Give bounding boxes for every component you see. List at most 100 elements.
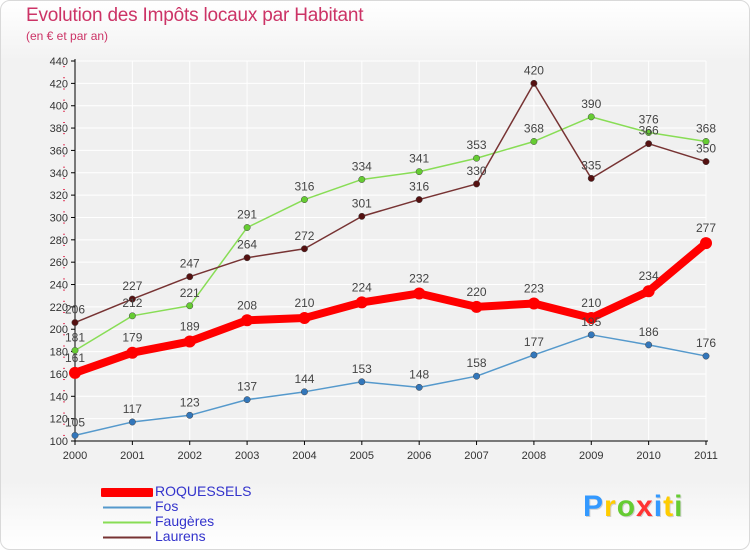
data-point-laurens[interactable] bbox=[128, 295, 136, 303]
data-label-roquessels: 220 bbox=[467, 285, 487, 299]
data-label-fos: 117 bbox=[123, 402, 142, 416]
data-point-roquessels[interactable] bbox=[700, 237, 712, 250]
data-label-laurens: 335 bbox=[581, 158, 601, 172]
data-label-roquessels: 223 bbox=[524, 282, 544, 296]
data-point-fos[interactable] bbox=[587, 331, 595, 339]
data-point-fos[interactable] bbox=[301, 388, 308, 396]
data-label-fos: 123 bbox=[180, 395, 200, 409]
data-point-laurens[interactable] bbox=[71, 319, 79, 326]
data-point-roquessels[interactable] bbox=[126, 346, 139, 359]
data-point-faugères[interactable] bbox=[587, 113, 595, 121]
data-label-fos: 176 bbox=[696, 336, 716, 350]
legend-swatch-roquessels bbox=[101, 488, 153, 497]
legend-item-roquessels[interactable]: ROQUESSELS bbox=[101, 484, 401, 500]
data-point-laurens[interactable] bbox=[473, 180, 480, 188]
data-point-roquessels[interactable] bbox=[241, 314, 254, 327]
legend-label-faugeres: Faugères bbox=[155, 513, 215, 529]
x-tick-label: 2006 bbox=[407, 450, 431, 462]
data-label-faugères: 181 bbox=[65, 330, 85, 344]
data-point-laurens[interactable] bbox=[587, 174, 595, 182]
data-point-roquessels[interactable] bbox=[298, 312, 311, 325]
data-label-laurens: 227 bbox=[122, 279, 142, 293]
series-line-roquessels bbox=[71, 239, 710, 377]
data-point-faugères[interactable] bbox=[415, 168, 423, 176]
data-point-faugères[interactable] bbox=[243, 224, 251, 231]
y-tick-label: 120 bbox=[50, 414, 68, 426]
legend-swatch-fos bbox=[103, 506, 151, 509]
data-point-faugères[interactable] bbox=[301, 196, 308, 204]
x-tick-label: 2009 bbox=[579, 450, 603, 462]
data-point-laurens[interactable] bbox=[358, 212, 366, 220]
data-point-roquessels[interactable] bbox=[355, 296, 368, 309]
data-point-laurens[interactable] bbox=[530, 79, 538, 87]
data-point-laurens[interactable] bbox=[645, 140, 653, 148]
data-point-faugères[interactable] bbox=[530, 138, 538, 145]
plot-area bbox=[75, 61, 706, 441]
y-tick-label: 100 bbox=[50, 436, 68, 448]
axes: 100 120 140 160 180 200 220 240 260 280 300 320 340 3… bbox=[50, 56, 718, 462]
y-tick-label: 160 bbox=[50, 369, 68, 381]
data-point-fos[interactable] bbox=[473, 372, 480, 380]
data-point-fos[interactable] bbox=[530, 351, 538, 359]
data-point-laurens[interactable] bbox=[415, 196, 423, 204]
data-label-laurens: 350 bbox=[696, 142, 716, 156]
data-label-faugères: 291 bbox=[237, 208, 257, 222]
data-point-faugères[interactable] bbox=[71, 347, 79, 354]
data-label-roquessels: 277 bbox=[696, 221, 716, 235]
data-point-fos[interactable] bbox=[415, 383, 423, 391]
data-label-faugères: 212 bbox=[122, 296, 142, 310]
data-point-fos[interactable] bbox=[186, 411, 194, 419]
data-point-roquessels[interactable] bbox=[642, 285, 655, 298]
data-point-faugères[interactable] bbox=[186, 302, 194, 310]
data-point-fos[interactable] bbox=[645, 341, 653, 349]
data-point-fos[interactable] bbox=[243, 396, 251, 404]
data-label-laurens: 206 bbox=[65, 303, 85, 317]
data-label-faugères: 368 bbox=[696, 121, 716, 135]
logo-letter: i bbox=[674, 490, 684, 523]
data-point-fos[interactable] bbox=[128, 418, 136, 426]
data-label-laurens: 366 bbox=[639, 124, 659, 138]
x-tick-label: 2008 bbox=[522, 450, 546, 462]
data-point-faugères[interactable] bbox=[473, 154, 480, 162]
y-tick-label: 300 bbox=[50, 212, 68, 224]
x-tick-label: 2011 bbox=[694, 450, 718, 462]
data-point-laurens[interactable] bbox=[243, 254, 251, 262]
data-point-roquessels[interactable] bbox=[69, 366, 81, 379]
data-point-roquessels[interactable] bbox=[183, 335, 196, 348]
data-point-faugères[interactable] bbox=[128, 312, 136, 320]
data-point-faugères[interactable] bbox=[702, 138, 710, 145]
y-tick-label: 400 bbox=[50, 101, 68, 113]
data-point-faugères[interactable] bbox=[645, 129, 653, 136]
data-point-fos[interactable] bbox=[358, 378, 366, 386]
data-label-roquessels: 210 bbox=[581, 296, 601, 310]
data-point-faugères[interactable] bbox=[358, 176, 366, 183]
legend-item-faugeres[interactable]: Faugères bbox=[101, 513, 401, 530]
data-point-roquessels[interactable] bbox=[413, 287, 426, 300]
y-tick-label: 180 bbox=[50, 347, 68, 359]
y-tick-label: 140 bbox=[50, 391, 68, 403]
data-label-fos: 186 bbox=[639, 325, 659, 339]
data-point-laurens[interactable] bbox=[186, 273, 194, 281]
x-tick-label: 2007 bbox=[464, 450, 488, 462]
data-point-roquessels[interactable] bbox=[470, 300, 483, 313]
data-point-laurens[interactable] bbox=[301, 245, 308, 253]
data-label-roquessels: 208 bbox=[237, 298, 257, 312]
data-point-roquessels[interactable] bbox=[585, 312, 598, 325]
chart-subtitle: (en € et par an) bbox=[26, 29, 109, 43]
y-tick-label: 220 bbox=[50, 302, 68, 314]
x-tick-label: 2003 bbox=[235, 450, 259, 462]
legend-item-fos[interactable]: Fos bbox=[101, 499, 401, 515]
y-tick-label: 320 bbox=[50, 190, 68, 202]
x-tick-label: 2004 bbox=[292, 450, 316, 462]
data-labels: 161 179 189 208 210 224 232 220 223 210 234 277 105 1… bbox=[65, 63, 716, 429]
data-label-roquessels: 232 bbox=[409, 271, 429, 285]
y-tick-label: 260 bbox=[50, 257, 68, 269]
data-point-fos[interactable] bbox=[702, 352, 710, 360]
legend-label-laurens: Laurens bbox=[155, 528, 206, 544]
data-point-laurens[interactable] bbox=[702, 158, 710, 166]
data-point-fos[interactable] bbox=[71, 431, 79, 439]
y-tick-label: 420 bbox=[50, 78, 68, 90]
legend-item-laurens[interactable]: Laurens bbox=[101, 528, 401, 545]
data-point-roquessels[interactable] bbox=[527, 297, 540, 310]
